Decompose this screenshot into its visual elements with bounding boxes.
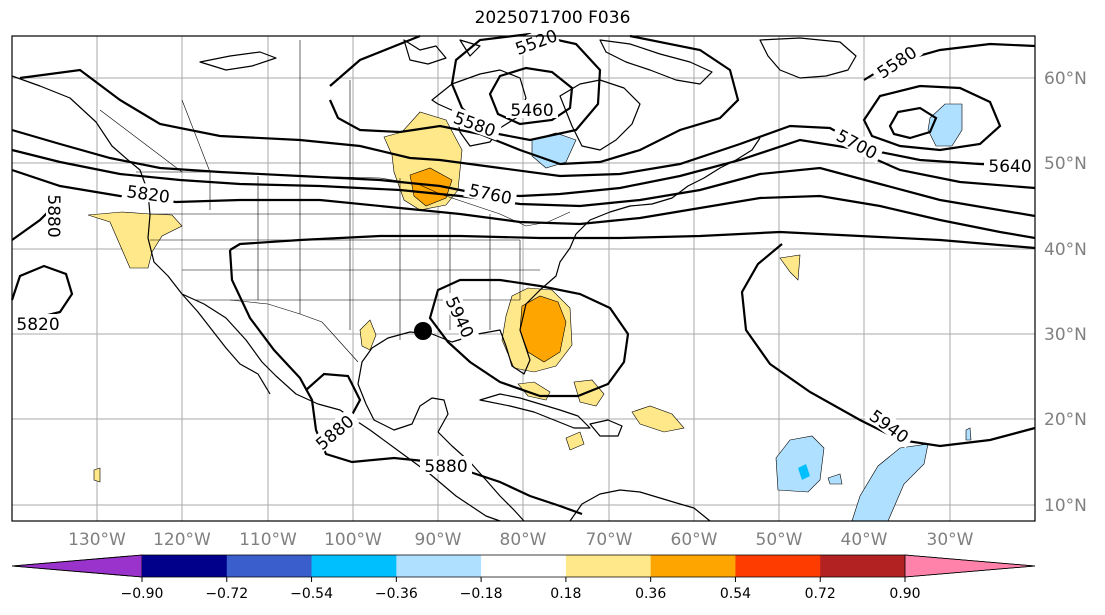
colorbar-segment [820, 555, 906, 577]
colorbar-tick-label: −0.54 [290, 586, 333, 602]
lon-label: 50°W [756, 530, 803, 550]
contour-5580-loop [888, 106, 938, 140]
lon-label: 90°W [415, 530, 462, 550]
colorbar-segment [226, 555, 313, 577]
lat-label: 40°N [1044, 240, 1087, 260]
contour-5760 [11, 148, 1036, 218]
coastline-central-america [437, 431, 525, 522]
colorbar-tick-label: −0.72 [205, 586, 248, 602]
colorbar: −0.90 −0.72 −0.54 −0.36 −0.18 0.18 0.36 0.54 0.7… [11, 554, 1036, 602]
lon-label: 80°W [500, 530, 547, 550]
lat-label: 30°N [1044, 325, 1087, 345]
map-title: 2025071700 F036 [474, 8, 631, 28]
contour-label: 5640 [988, 157, 1031, 177]
lon-label: 60°W [671, 530, 718, 550]
coastline-arctic-islands [199, 39, 481, 71]
colorbar-segment [565, 555, 652, 577]
colorbar-tick-label: 0.54 [720, 586, 751, 602]
coastline-hispaniola [589, 419, 623, 437]
coastline-gulf-of-mexico [357, 233, 577, 405]
colorbar-tick-label: 0.90 [889, 586, 920, 602]
coastline-south-america [569, 489, 711, 522]
contour-5580-hudson [328, 34, 740, 166]
positive-anomaly-patch [779, 254, 801, 281]
colorbar-segment [650, 555, 736, 577]
contour-5580-closed [862, 84, 1002, 152]
coastline-cuba [479, 393, 591, 429]
lon-label: 40°W [841, 530, 888, 550]
moderate-negative-anomaly [798, 464, 810, 480]
colorbar-tick-label: 0.18 [550, 586, 581, 602]
coastlines [11, 37, 857, 522]
colorbar-segment [311, 555, 397, 577]
contour-label: 5820 [16, 315, 59, 335]
contour-label: 5880 [424, 457, 467, 477]
lon-label: 70°W [586, 530, 633, 550]
positive-anomaly-patch [93, 467, 101, 483]
lat-label: 60°N [1044, 69, 1087, 89]
coastline-north-america-west [11, 75, 501, 522]
contour-5940-atlantic [740, 243, 1036, 448]
coastline-baja-california [181, 293, 271, 395]
positive-anomaly-patch [565, 431, 585, 451]
negative-anomaly-tropical-atlantic [775, 435, 825, 493]
location-marker [414, 322, 432, 340]
state-lines [99, 40, 540, 340]
lat-label: 10°N [1044, 496, 1087, 516]
lon-label: 100°W [324, 530, 382, 550]
longitude-labels: 130°W 120°W 110°W 100°W 90°W 80°W 70°W 6… [68, 530, 974, 550]
colorbar-extend-high [904, 554, 1036, 578]
contour-5460 [488, 66, 574, 126]
colorbar-segment [481, 555, 567, 577]
positive-anomaly-west-coast [87, 211, 183, 269]
lon-label: 110°W [239, 530, 297, 550]
positive-anomaly-patch [359, 319, 377, 351]
colorbar-tick-label: −0.18 [460, 586, 503, 602]
contour-5940 [428, 278, 630, 398]
lon-label: 30°W [927, 530, 974, 550]
coastline-yucatan [365, 397, 449, 433]
colorbar-tick-label: −0.36 [375, 586, 418, 602]
colorbar-segment [735, 555, 821, 577]
coastline-atlantic [575, 137, 761, 235]
coastline-labrador [559, 79, 641, 151]
lon-label: 130°W [68, 530, 126, 550]
colorbar-tick-label: 0.36 [635, 586, 666, 602]
contour-label: 5460 [510, 101, 553, 121]
negative-anomaly-hudson-bay [531, 132, 577, 169]
coastline-greenland [759, 37, 857, 79]
colorbar-extend-low [11, 554, 143, 578]
strong-anomaly-north-central [409, 167, 453, 207]
negative-anomaly-patch [827, 473, 843, 485]
contour-5520 [450, 32, 602, 142]
negative-anomaly-patch [965, 427, 972, 441]
contour-label: 5880 [43, 194, 63, 237]
colorbar-tick-label: 0.72 [805, 586, 836, 602]
map-frame [11, 35, 1036, 522]
coastline-baffin [599, 39, 713, 85]
positive-anomaly-patch [573, 379, 605, 407]
positive-anomaly-patch [631, 405, 685, 433]
colorbar-tick-label: −0.90 [121, 586, 164, 602]
latitude-labels: 60°N 50°N 40°N 30°N 20°N 10°N [1044, 69, 1087, 516]
lat-label: 20°N [1044, 410, 1087, 430]
contour-5880-mexico [228, 249, 583, 516]
colorbar-segment [142, 555, 228, 577]
grid-lines [12, 36, 1035, 521]
lat-label: 50°N [1044, 154, 1087, 174]
colorbar-segment [396, 555, 482, 577]
lon-label: 120°W [153, 530, 211, 550]
